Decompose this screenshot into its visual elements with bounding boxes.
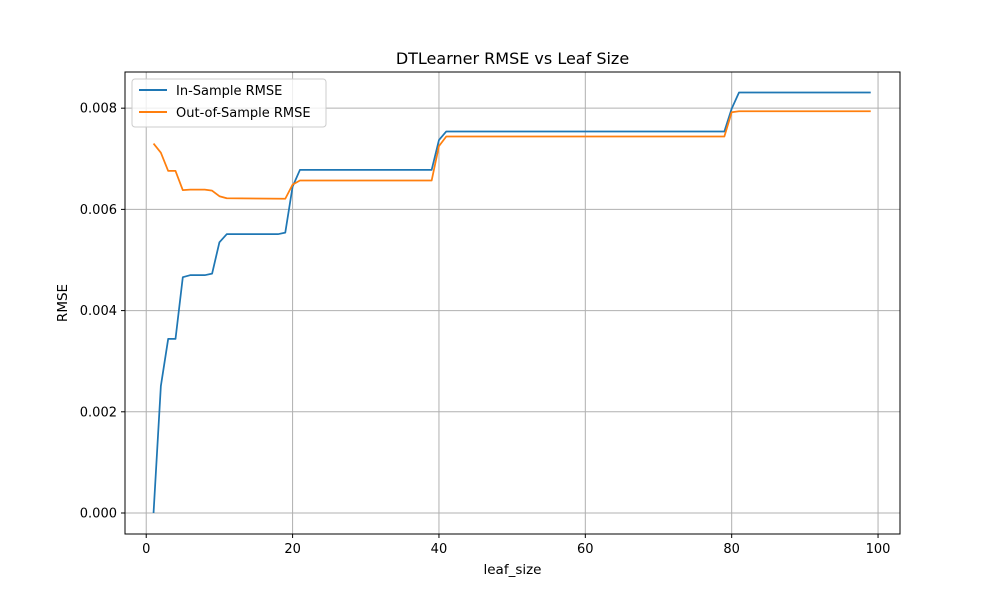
x-tick-label: 20	[284, 542, 301, 557]
legend-box	[131, 78, 327, 128]
chart-title: DTLearner RMSE vs Leaf Size	[396, 49, 629, 68]
x-tick-label: 0	[142, 542, 150, 557]
x-tick-label: 80	[723, 542, 740, 557]
y-tick-label: 0.006	[80, 203, 117, 218]
series-line-out-of-sample	[152, 110, 871, 200]
y-tick-label: 0.004	[80, 304, 117, 319]
series-lines	[152, 91, 871, 514]
legend-label-out-of-sample: Out-of-Sample RMSE	[176, 106, 311, 121]
x-tick-label: 60	[577, 542, 594, 557]
axis-ticks: 0 20 40 60 80 100 0.000 0.002 0.004 0.006 0.008	[80, 102, 891, 557]
y-tick-label: 0.002	[80, 405, 117, 420]
y-tick-label: 0.008	[80, 102, 117, 117]
x-tick-label: 100	[866, 542, 891, 557]
legend: In-Sample RMSE Out-of-Sample RMSE	[131, 78, 327, 128]
y-tick-label: 0.000	[80, 507, 117, 522]
y-axis-label: RMSE	[55, 284, 71, 322]
legend-label-in-sample: In-Sample RMSE	[176, 84, 282, 99]
plot-area-frame	[124, 71, 901, 535]
series-line-in-sample	[152, 91, 871, 514]
x-axis-label: leaf_size	[483, 562, 541, 578]
x-tick-label: 40	[431, 542, 448, 557]
